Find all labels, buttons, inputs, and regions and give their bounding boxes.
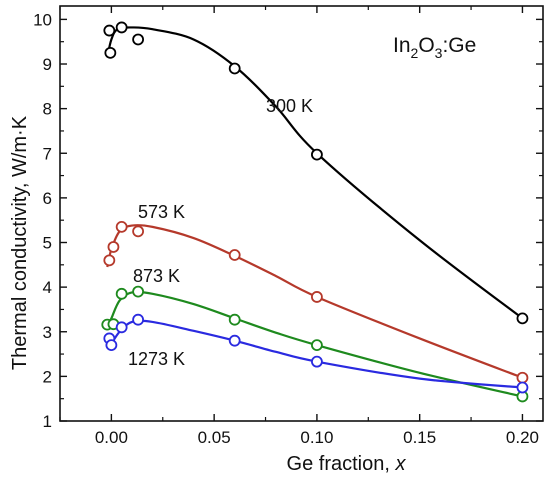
data-point-1273k: [105, 339, 118, 352]
data-point-300k: [311, 148, 323, 161]
data-point-300k: [516, 312, 529, 325]
data-point-300k: [228, 62, 241, 75]
data-point-573k: [115, 220, 128, 233]
data-point-573k: [311, 291, 323, 303]
annotation-sub-2: 2: [411, 45, 419, 61]
data-point-300k: [132, 33, 145, 46]
data-point-300k: [103, 24, 116, 37]
y-tick-label: 5: [43, 234, 52, 253]
y-tick-label: 4: [43, 278, 52, 297]
series-label-573k: 573 K: [138, 202, 185, 222]
y-tick-label: 3: [43, 323, 52, 342]
data-point-1273k: [132, 313, 145, 326]
data-point-873k: [115, 287, 128, 300]
data-point-573k: [107, 241, 120, 253]
data-point-573k: [516, 371, 529, 384]
data-point-300k: [115, 21, 128, 34]
x-tick-label: 0.05: [198, 428, 231, 447]
series-label-300k: 300 K: [266, 96, 313, 116]
x-axis-label-var: x: [394, 453, 406, 475]
series-label-873k: 873 K: [133, 266, 180, 286]
data-point-873k: [228, 313, 241, 326]
y-tick-label: 8: [43, 100, 52, 119]
y-tick-label: 7: [43, 144, 52, 163]
data-point-873k: [311, 339, 323, 352]
fit-line-1273k: [106, 319, 523, 389]
material-annotation: In2O3:Ge: [393, 34, 476, 61]
series-label-1273k: 1273 K: [128, 349, 185, 369]
x-axis-label-text: Ge fraction,: [287, 453, 396, 475]
y-tick-label: 6: [43, 189, 52, 208]
annotation-sub-3: 3: [435, 45, 443, 61]
data-point-573k: [228, 249, 241, 261]
y-axis-label: Thermal conductivity, W/m·K: [9, 115, 31, 370]
annotation-o: O: [418, 34, 434, 57]
annotation-ge: :Ge: [442, 34, 476, 57]
x-tick-label: 0.15: [403, 428, 436, 447]
x-tick-label: 0.20: [506, 428, 539, 447]
data-point-1273k: [115, 321, 128, 334]
data-point-1273k: [311, 355, 323, 368]
y-tick-label: 9: [43, 55, 52, 74]
data-point-573k: [103, 254, 116, 267]
data-point-573k: [132, 225, 145, 238]
data-point-873k: [132, 285, 145, 298]
x-tick-label: 0.10: [300, 428, 333, 447]
y-tick-label: 2: [43, 367, 52, 386]
y-tick-label: 1: [43, 412, 52, 431]
data-point-1273k: [228, 334, 241, 347]
plot-frame: [59, 5, 544, 422]
fit-line-573k: [106, 223, 523, 379]
fit-line-873k: [106, 290, 523, 398]
x-tick-label: 0.00: [95, 428, 128, 447]
y-tick-label: 10: [33, 10, 52, 29]
annotation-in: In: [393, 34, 411, 57]
data-point-300k: [104, 46, 117, 59]
data-point-1273k: [516, 381, 529, 394]
x-axis-label: Ge fraction, x: [287, 453, 407, 475]
